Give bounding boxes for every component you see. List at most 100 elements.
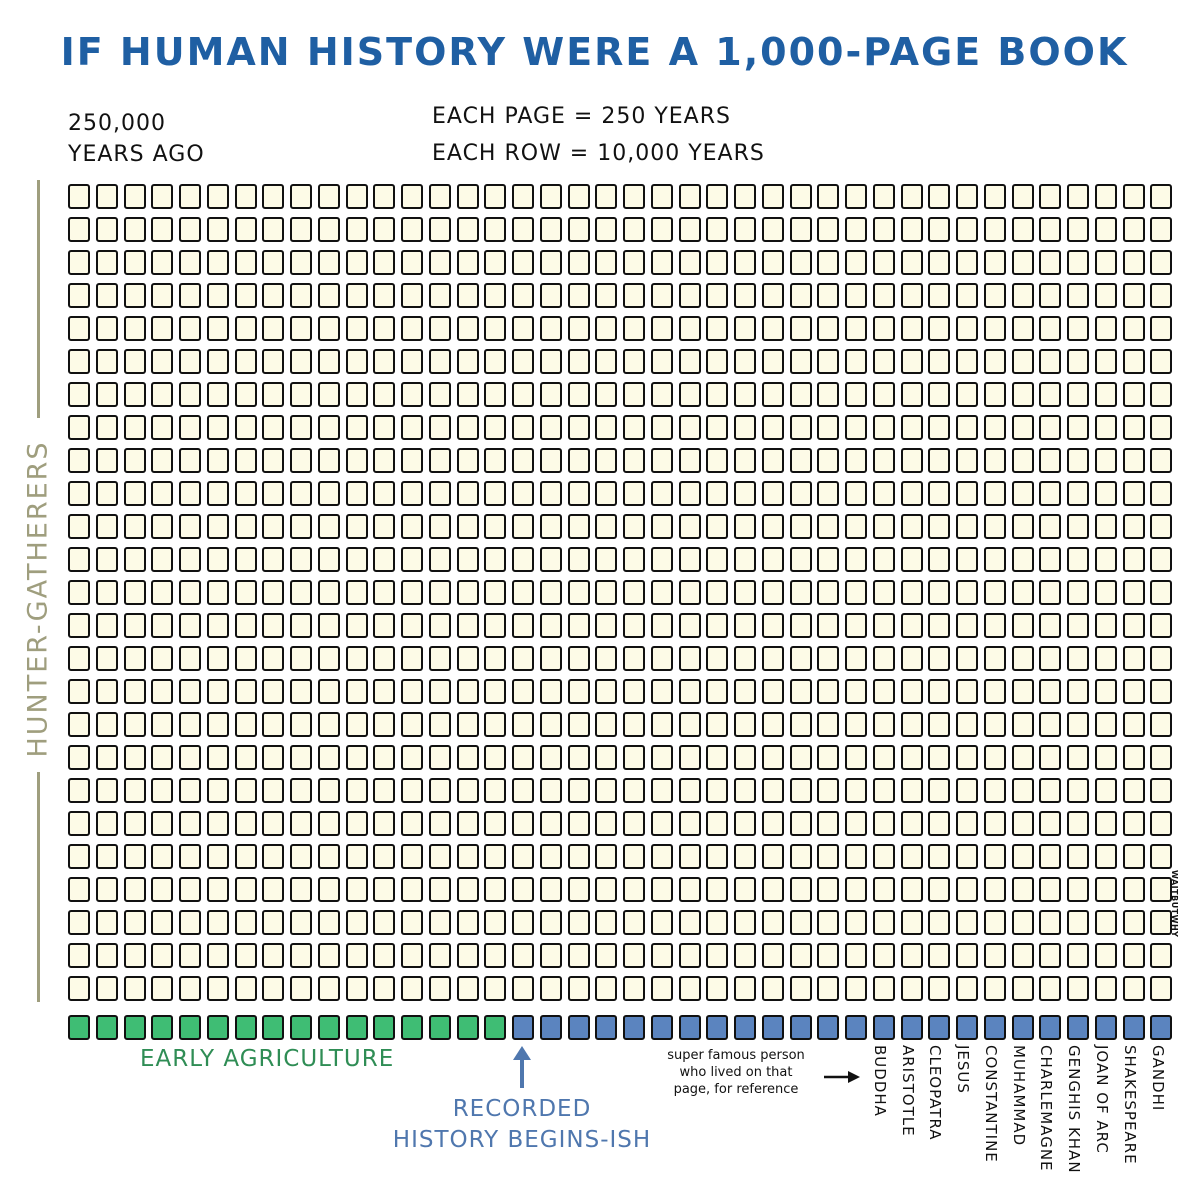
hunter-gatherer-page bbox=[761, 415, 784, 440]
hunter-gatherer-page bbox=[206, 778, 229, 803]
hunter-gatherer-page bbox=[928, 877, 951, 902]
hunter-gatherer-page bbox=[567, 745, 590, 770]
hunter-gatherer-page bbox=[290, 415, 312, 440]
hunter-gatherer-page bbox=[484, 712, 507, 737]
hunter-gatherer-page bbox=[206, 976, 229, 1001]
hunter-gatherer-page bbox=[1094, 514, 1117, 539]
hunter-gatherer-page bbox=[345, 481, 368, 506]
hunter-gatherer-page bbox=[123, 613, 146, 638]
hunter-gatherer-page bbox=[179, 316, 201, 341]
recorded-history-page bbox=[539, 1015, 562, 1040]
hunter-gatherer-page bbox=[539, 943, 562, 968]
hunter-gatherer-page bbox=[706, 646, 729, 671]
hunter-gatherer-page bbox=[179, 679, 201, 704]
hunter-gatherer-page bbox=[179, 877, 201, 902]
hunter-gatherer-page bbox=[595, 283, 618, 308]
hunter-gatherer-page bbox=[983, 646, 1006, 671]
hunter-gatherer-page bbox=[234, 415, 257, 440]
hunter-gatherer-page bbox=[678, 811, 701, 836]
hunter-gatherer-page bbox=[817, 844, 840, 869]
hunter-gatherer-page bbox=[290, 547, 312, 572]
hunter-gatherer-page bbox=[845, 910, 867, 935]
hunter-gatherer-page bbox=[234, 382, 257, 407]
hunter-gatherer-page bbox=[956, 613, 978, 638]
hunter-gatherer-page bbox=[401, 184, 423, 209]
hunter-gatherer-page bbox=[234, 349, 257, 374]
hunter-gatherer-page bbox=[345, 415, 368, 440]
hunter-gatherer-page bbox=[845, 382, 867, 407]
hunter-gatherer-page bbox=[928, 580, 951, 605]
hunter-gatherer-page bbox=[789, 250, 812, 275]
hunter-gatherer-page bbox=[234, 481, 257, 506]
hunter-gatherer-page bbox=[68, 481, 90, 506]
hunter-gatherer-page bbox=[900, 349, 923, 374]
hunter-gatherer-page bbox=[262, 877, 285, 902]
hunter-gatherer-page bbox=[512, 943, 534, 968]
hunter-gatherer-page bbox=[595, 943, 618, 968]
hunter-gatherer-page bbox=[817, 778, 840, 803]
hunter-gatherer-page bbox=[956, 844, 978, 869]
hunter-gatherer-page bbox=[539, 184, 562, 209]
hunter-gatherer-page bbox=[151, 415, 174, 440]
hunter-gatherer-page bbox=[68, 448, 90, 473]
hunter-gatherer-page bbox=[484, 547, 507, 572]
hunter-gatherer-page bbox=[234, 976, 257, 1001]
hunter-gatherer-page bbox=[706, 382, 729, 407]
hunter-gatherer-page bbox=[262, 712, 285, 737]
hunter-gatherer-page bbox=[456, 250, 479, 275]
hunter-gatherer-page bbox=[900, 877, 923, 902]
hunter-gatherer-page bbox=[817, 382, 840, 407]
hunter-gatherer-page bbox=[456, 580, 479, 605]
hunter-gatherer-page bbox=[317, 811, 340, 836]
hunter-gatherer-page bbox=[1011, 712, 1034, 737]
hunter-gatherer-page bbox=[262, 844, 285, 869]
hunter-gatherer-page bbox=[706, 580, 729, 605]
hunter-gatherer-page bbox=[734, 613, 756, 638]
hunter-gatherer-page bbox=[456, 877, 479, 902]
hunter-gatherer-page bbox=[734, 349, 756, 374]
hunter-gatherer-page bbox=[317, 514, 340, 539]
hunter-gatherer-page bbox=[623, 250, 645, 275]
hunter-gatherer-page bbox=[1039, 613, 1062, 638]
hunter-gatherer-page bbox=[706, 745, 729, 770]
hunter-gatherer-page bbox=[428, 943, 451, 968]
hunter-gatherer-page bbox=[567, 679, 590, 704]
hunter-gatherer-page bbox=[68, 778, 90, 803]
hunter-gatherer-page bbox=[956, 745, 978, 770]
hunter-gatherer-page bbox=[872, 712, 895, 737]
hunter-gatherer-page bbox=[706, 976, 729, 1001]
hunter-gatherer-page bbox=[678, 547, 701, 572]
hunter-gatherer-page bbox=[179, 349, 201, 374]
hunter-gatherer-page bbox=[290, 250, 312, 275]
hunter-gatherer-page bbox=[262, 415, 285, 440]
hunter-gatherer-page bbox=[262, 283, 285, 308]
hunter-gatherer-page bbox=[595, 382, 618, 407]
hunter-gatherer-page bbox=[401, 646, 423, 671]
hunter-gatherer-page bbox=[817, 217, 840, 242]
hunter-gatherer-page bbox=[151, 250, 174, 275]
hunter-gatherer-page bbox=[678, 184, 701, 209]
person-label: JESUS bbox=[954, 1045, 972, 1094]
hunter-gatherer-page bbox=[956, 217, 978, 242]
hunter-gatherer-page bbox=[345, 877, 368, 902]
hunter-gatherer-page bbox=[1122, 910, 1145, 935]
hunter-gatherer-page bbox=[956, 481, 978, 506]
hunter-gatherer-page bbox=[734, 712, 756, 737]
early-agriculture-page bbox=[123, 1015, 146, 1040]
recorded-history-page bbox=[761, 1015, 784, 1040]
hunter-gatherer-page bbox=[1122, 547, 1145, 572]
hunter-gatherer-page bbox=[428, 679, 451, 704]
hunter-gatherer-page bbox=[68, 250, 90, 275]
hunter-gatherer-page bbox=[1011, 580, 1034, 605]
hunter-gatherer-page bbox=[206, 745, 229, 770]
hunter-gatherer-page bbox=[706, 547, 729, 572]
hunter-gatherer-page bbox=[1039, 217, 1062, 242]
scale-legend: EACH PAGE = 250 YEARS EACH ROW = 10,000 … bbox=[432, 98, 765, 172]
hunter-gatherer-page bbox=[928, 283, 951, 308]
hunter-gatherer-page bbox=[456, 382, 479, 407]
hunter-gatherer-page bbox=[401, 712, 423, 737]
hunter-gatherer-page bbox=[1122, 844, 1145, 869]
hunter-gatherer-page bbox=[317, 547, 340, 572]
hunter-gatherer-page bbox=[1039, 382, 1062, 407]
hunter-gatherer-page bbox=[1067, 613, 1089, 638]
